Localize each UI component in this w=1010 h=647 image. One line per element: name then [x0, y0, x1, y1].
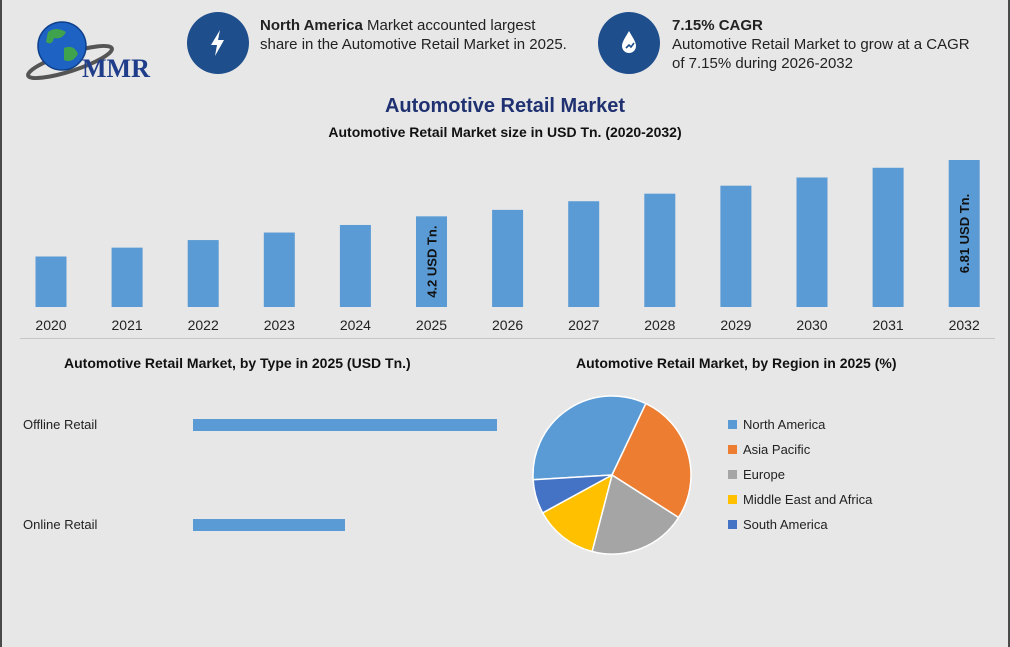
legend-swatch	[728, 420, 737, 429]
pie-slice-south-america	[532, 474, 613, 514]
bar-2027	[568, 201, 600, 307]
legend-swatch	[728, 495, 737, 504]
mmr-logo	[22, 18, 162, 84]
bar-2029	[720, 185, 752, 307]
bar-data-label: 6.81 USD Tn.	[957, 194, 972, 273]
x-tick-label: 2025	[416, 317, 447, 333]
bar-2021	[111, 247, 143, 307]
legend-swatch	[728, 470, 737, 479]
x-tick-label: 2028	[644, 317, 675, 333]
type-chart-title: Automotive Retail Market, by Type in 202…	[64, 355, 411, 371]
bar-2023	[263, 232, 295, 307]
bar-2028	[644, 193, 676, 307]
bar-2026	[492, 209, 524, 307]
x-tick-label: 2032	[949, 317, 980, 333]
legend-swatch	[728, 520, 737, 529]
callout-bold: North America	[260, 17, 363, 34]
region-chart-title: Automotive Retail Market, by Region in 2…	[576, 355, 897, 371]
callout-bold: 7.15% CAGR	[672, 17, 763, 34]
x-tick-label: 2020	[35, 317, 66, 333]
pie-slice-middle-east-and-africa	[541, 473, 614, 553]
x-tick-label: 2026	[492, 317, 523, 333]
callout-line2: share in the Automotive Retail Market in…	[260, 36, 567, 53]
callout-text: Automotive Retail Market to grow at a CA…	[672, 36, 970, 53]
x-tick-label: 2027	[568, 317, 599, 333]
growth-drop-icon	[598, 12, 660, 74]
callout-north-america: North America Market accounted largest s…	[260, 16, 600, 54]
bar-2025	[416, 216, 447, 307]
bar-2031	[872, 167, 904, 307]
legend-label: North America	[743, 417, 826, 432]
x-tick-label: 2021	[112, 317, 143, 333]
logo-text: MMR	[82, 54, 150, 83]
pie-slice-asia-pacific	[611, 402, 692, 519]
callout-cagr: 7.15% CAGR Automotive Retail Market to g…	[672, 16, 1002, 73]
type-category-label: Online Retail	[23, 517, 98, 532]
x-tick-label: 2023	[264, 317, 295, 333]
pie-slice-north-america	[532, 395, 647, 481]
bar-2032	[948, 160, 980, 307]
legend-label: Asia Pacific	[743, 442, 811, 457]
x-tick-label: 2029	[720, 317, 751, 333]
x-tick-label: 2030	[796, 317, 827, 333]
type-bar-online-retail	[193, 519, 345, 531]
legend-swatch	[728, 445, 737, 454]
divider	[20, 338, 995, 339]
legend-label: Middle East and Africa	[743, 492, 873, 507]
bar-data-label: 4.2 USD Tn.	[425, 226, 440, 298]
bar-2024	[339, 224, 371, 307]
legend-label: South America	[743, 517, 828, 532]
bar-chart-title: Automotive Retail Market size in USD Tn.…	[328, 124, 682, 140]
x-tick-label: 2031	[873, 317, 904, 333]
bar-2020	[35, 256, 67, 307]
bar-2022	[187, 240, 219, 307]
callout-text: Market accounted largest	[362, 17, 536, 34]
x-tick-label: 2022	[188, 317, 219, 333]
type-category-label: Offline Retail	[23, 417, 97, 432]
callout-line2: of 7.15% during 2026-2032	[672, 55, 853, 72]
bolt-icon	[187, 12, 249, 74]
bar-2030	[796, 177, 828, 307]
x-tick-label: 2024	[340, 317, 371, 333]
type-bar-offline-retail	[193, 419, 497, 431]
legend-label: Europe	[743, 467, 785, 482]
page-title: Automotive Retail Market	[384, 95, 626, 117]
pie-slice-europe	[591, 473, 680, 555]
